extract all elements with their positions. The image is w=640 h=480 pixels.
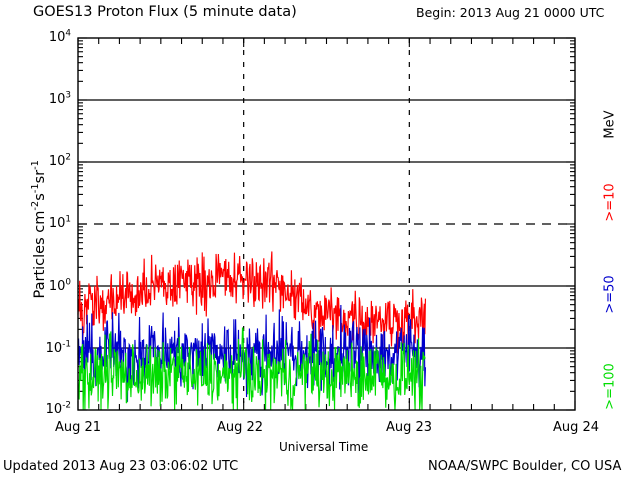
series-trace-ge100: [77, 327, 426, 411]
ytick-label-1e1: 101: [48, 214, 71, 231]
ytick-label-1e-2: 10-2: [45, 400, 71, 417]
xtick-label-aug22: Aug 22: [216, 420, 264, 435]
legend-label-ge100: >=100: [602, 363, 618, 410]
ytick-label-1e3: 103: [48, 90, 71, 107]
updated-timestamp: Updated 2013 Aug 23 03:06:02 UTC: [3, 459, 239, 474]
yaxis-title-sr: sr: [31, 169, 48, 184]
series-trace-ge10: [77, 251, 427, 354]
yaxis-title-particles: Particles cm: [31, 210, 48, 299]
begin-time-label: Begin: 2013 Aug 21 0000 UTC: [416, 5, 605, 20]
yaxis-exp-1: -2: [29, 200, 41, 211]
ytick-label-1e-1: 10-1: [45, 339, 71, 356]
xtick-label-aug24: Aug 24: [552, 420, 600, 435]
xaxis-title: Universal Time: [279, 440, 369, 454]
series-trace-ge50: [77, 304, 427, 402]
ytick-label-1e2: 102: [48, 152, 71, 169]
chart-title: GOES13 Proton Flux (5 minute data): [33, 4, 297, 20]
yaxis-title: Particles cm-2s-1sr-1: [29, 109, 48, 349]
yaxis-exp-3: -1: [29, 160, 41, 170]
yaxis-title-s: s: [31, 193, 48, 201]
credit-label: NOAA/SWPC Boulder, CO USA: [428, 459, 622, 474]
xtick-label-aug23: Aug 23: [385, 420, 433, 435]
ytick-label-1e4: 104: [48, 28, 71, 45]
plot-frame: [77, 37, 576, 411]
xtick-label-aug21: Aug 21: [54, 420, 102, 435]
yaxis-exp-2: -1: [29, 183, 41, 194]
ytick-label-1e0: 100: [48, 277, 71, 294]
